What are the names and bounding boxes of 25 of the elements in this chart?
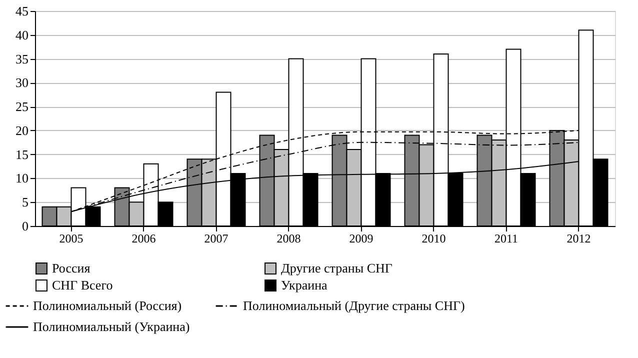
legend-label: Полиномиальный (Россия) xyxy=(33,298,182,313)
legend-label: Полиномиальный (Украина) xyxy=(33,319,190,334)
x-tick-label: 2008 xyxy=(276,232,301,246)
y-tick-label: 20 xyxy=(16,122,28,138)
y-tick-label: 45 xyxy=(16,4,28,18)
y-tick-label: 35 xyxy=(16,51,28,66)
legend-label: СНГ Всего xyxy=(52,278,113,292)
y-tick-label: 0 xyxy=(22,218,28,234)
legend-label: Россия xyxy=(52,260,90,276)
x-tick-label: 2007 xyxy=(204,232,228,246)
y-tick-label: 10 xyxy=(16,170,28,186)
y-tick-label: 15 xyxy=(16,146,28,162)
x-tick-label: 2010 xyxy=(422,232,446,246)
x-tick-label: 2011 xyxy=(494,232,518,246)
y-tick-label: 25 xyxy=(16,99,28,114)
legend-label: Другие страны СНГ xyxy=(281,260,393,276)
y-tick-label: 40 xyxy=(16,27,28,42)
x-tick-label: 2012 xyxy=(566,232,591,246)
legend-label: Полиномиальный (Другие страны СНГ) xyxy=(243,298,465,313)
y-tick-label: 30 xyxy=(16,75,28,90)
y-tick-label: 5 xyxy=(22,194,28,210)
x-tick-label: 2006 xyxy=(132,232,156,246)
legend-label: Украина xyxy=(281,278,328,292)
x-tick-label: 2005 xyxy=(59,232,84,246)
x-tick-label: 2009 xyxy=(349,232,374,246)
